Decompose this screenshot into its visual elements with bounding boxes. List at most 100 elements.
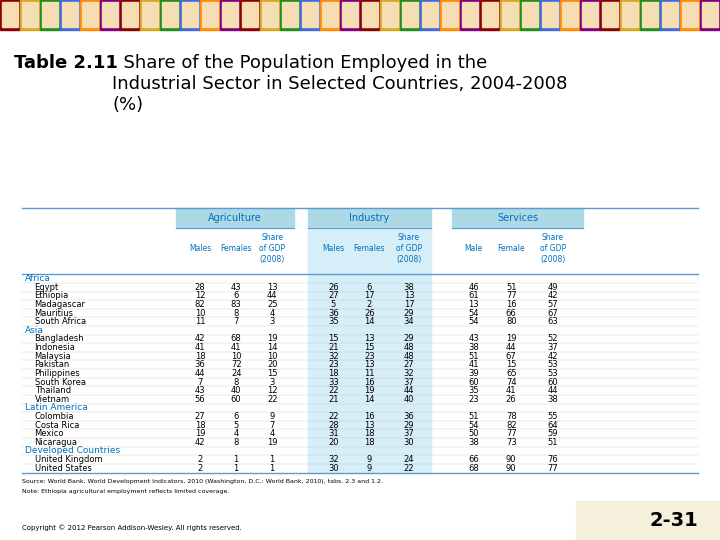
Bar bbox=[562, 2, 578, 28]
Bar bbox=[308, 447, 431, 455]
Text: 51: 51 bbox=[469, 412, 479, 421]
Bar bbox=[122, 2, 138, 28]
Text: 23: 23 bbox=[469, 395, 479, 404]
Text: 18: 18 bbox=[364, 429, 374, 438]
Text: United Kingdom: United Kingdom bbox=[35, 455, 102, 464]
Text: Costa Rica: Costa Rica bbox=[35, 421, 79, 430]
Text: 32: 32 bbox=[328, 352, 338, 361]
Text: 19: 19 bbox=[267, 334, 277, 343]
Bar bbox=[322, 2, 338, 28]
Text: 8: 8 bbox=[233, 438, 239, 447]
Text: 65: 65 bbox=[506, 369, 516, 378]
Bar bbox=[308, 292, 431, 300]
Text: 37: 37 bbox=[548, 343, 558, 352]
Bar bbox=[602, 2, 618, 28]
Text: 59: 59 bbox=[548, 429, 558, 438]
Text: 15: 15 bbox=[328, 334, 338, 343]
Text: 34: 34 bbox=[404, 317, 414, 326]
Text: 38: 38 bbox=[469, 438, 479, 447]
Bar bbox=[0, 0, 20, 30]
Text: 14: 14 bbox=[364, 395, 374, 404]
Bar bbox=[540, 0, 560, 30]
Text: South Africa: South Africa bbox=[35, 317, 86, 326]
Text: 57: 57 bbox=[548, 300, 558, 309]
Bar bbox=[176, 208, 294, 228]
Text: 9: 9 bbox=[269, 412, 275, 421]
Text: Copyright © 2012 Pearson Addison-Wesley. All rights reserved.: Copyright © 2012 Pearson Addison-Wesley.… bbox=[22, 525, 241, 531]
Text: 60: 60 bbox=[231, 395, 241, 404]
Text: 6: 6 bbox=[233, 412, 239, 421]
Bar bbox=[521, 2, 539, 28]
Bar bbox=[682, 2, 698, 28]
Text: 60: 60 bbox=[548, 377, 558, 387]
Bar bbox=[308, 369, 431, 377]
Text: 14: 14 bbox=[267, 343, 277, 352]
Bar bbox=[700, 0, 720, 30]
Text: 24: 24 bbox=[404, 455, 414, 464]
Text: 19: 19 bbox=[267, 438, 277, 447]
Bar bbox=[621, 2, 639, 28]
Text: 15: 15 bbox=[267, 369, 277, 378]
Text: 48: 48 bbox=[404, 343, 414, 352]
Bar bbox=[422, 2, 438, 28]
Text: Table 2.11: Table 2.11 bbox=[14, 54, 118, 72]
Text: 10: 10 bbox=[267, 352, 277, 361]
Text: 74: 74 bbox=[506, 377, 516, 387]
Text: 64: 64 bbox=[548, 421, 558, 430]
Text: 68: 68 bbox=[231, 334, 241, 343]
Text: 29: 29 bbox=[404, 334, 414, 343]
Text: 36: 36 bbox=[195, 360, 205, 369]
Bar bbox=[181, 2, 199, 28]
Bar bbox=[140, 0, 160, 30]
Text: 20: 20 bbox=[267, 360, 277, 369]
Text: Services: Services bbox=[497, 213, 539, 223]
Bar bbox=[452, 208, 583, 228]
Text: 2: 2 bbox=[197, 455, 203, 464]
Bar bbox=[102, 2, 118, 28]
Bar bbox=[440, 0, 460, 30]
Text: 90: 90 bbox=[506, 464, 516, 472]
Text: Developed Countries: Developed Countries bbox=[25, 447, 120, 455]
Text: Share
of GDP
(2008): Share of GDP (2008) bbox=[540, 233, 566, 264]
Text: 78: 78 bbox=[506, 412, 516, 421]
Text: Colombia: Colombia bbox=[35, 412, 74, 421]
Text: Indonesia: Indonesia bbox=[35, 343, 76, 352]
Text: Latin America: Latin America bbox=[25, 403, 88, 413]
Text: Thailand: Thailand bbox=[35, 386, 71, 395]
Text: Bangladesh: Bangladesh bbox=[35, 334, 84, 343]
Bar bbox=[22, 2, 38, 28]
Text: 67: 67 bbox=[506, 352, 516, 361]
Text: 44: 44 bbox=[404, 386, 414, 395]
Text: Madagascar: Madagascar bbox=[35, 300, 86, 309]
Bar bbox=[662, 2, 678, 28]
Bar bbox=[441, 2, 459, 28]
Bar bbox=[680, 0, 700, 30]
Text: 40: 40 bbox=[404, 395, 414, 404]
Bar bbox=[308, 274, 431, 283]
Text: 8: 8 bbox=[233, 308, 239, 318]
Bar bbox=[222, 2, 238, 28]
Text: 13: 13 bbox=[364, 421, 374, 430]
Text: Pakistan: Pakistan bbox=[35, 360, 70, 369]
Text: Mexico: Mexico bbox=[35, 429, 64, 438]
Text: 16: 16 bbox=[364, 412, 374, 421]
Bar bbox=[482, 2, 498, 28]
Text: 18: 18 bbox=[195, 421, 205, 430]
Text: 53: 53 bbox=[548, 360, 558, 369]
Text: 66: 66 bbox=[506, 308, 516, 318]
Text: 43: 43 bbox=[231, 283, 241, 292]
Text: United States: United States bbox=[35, 464, 91, 472]
Bar bbox=[520, 0, 540, 30]
Text: Males: Males bbox=[189, 244, 211, 253]
Text: 23: 23 bbox=[328, 360, 338, 369]
Text: 16: 16 bbox=[506, 300, 516, 309]
Text: 48: 48 bbox=[404, 352, 414, 361]
Text: 36: 36 bbox=[404, 412, 414, 421]
Text: 4: 4 bbox=[233, 429, 239, 438]
Text: 40: 40 bbox=[231, 386, 241, 395]
Text: 73: 73 bbox=[506, 438, 516, 447]
Bar bbox=[20, 0, 40, 30]
Bar bbox=[308, 352, 431, 361]
Bar bbox=[308, 283, 431, 292]
Text: Vietnam: Vietnam bbox=[35, 395, 70, 404]
